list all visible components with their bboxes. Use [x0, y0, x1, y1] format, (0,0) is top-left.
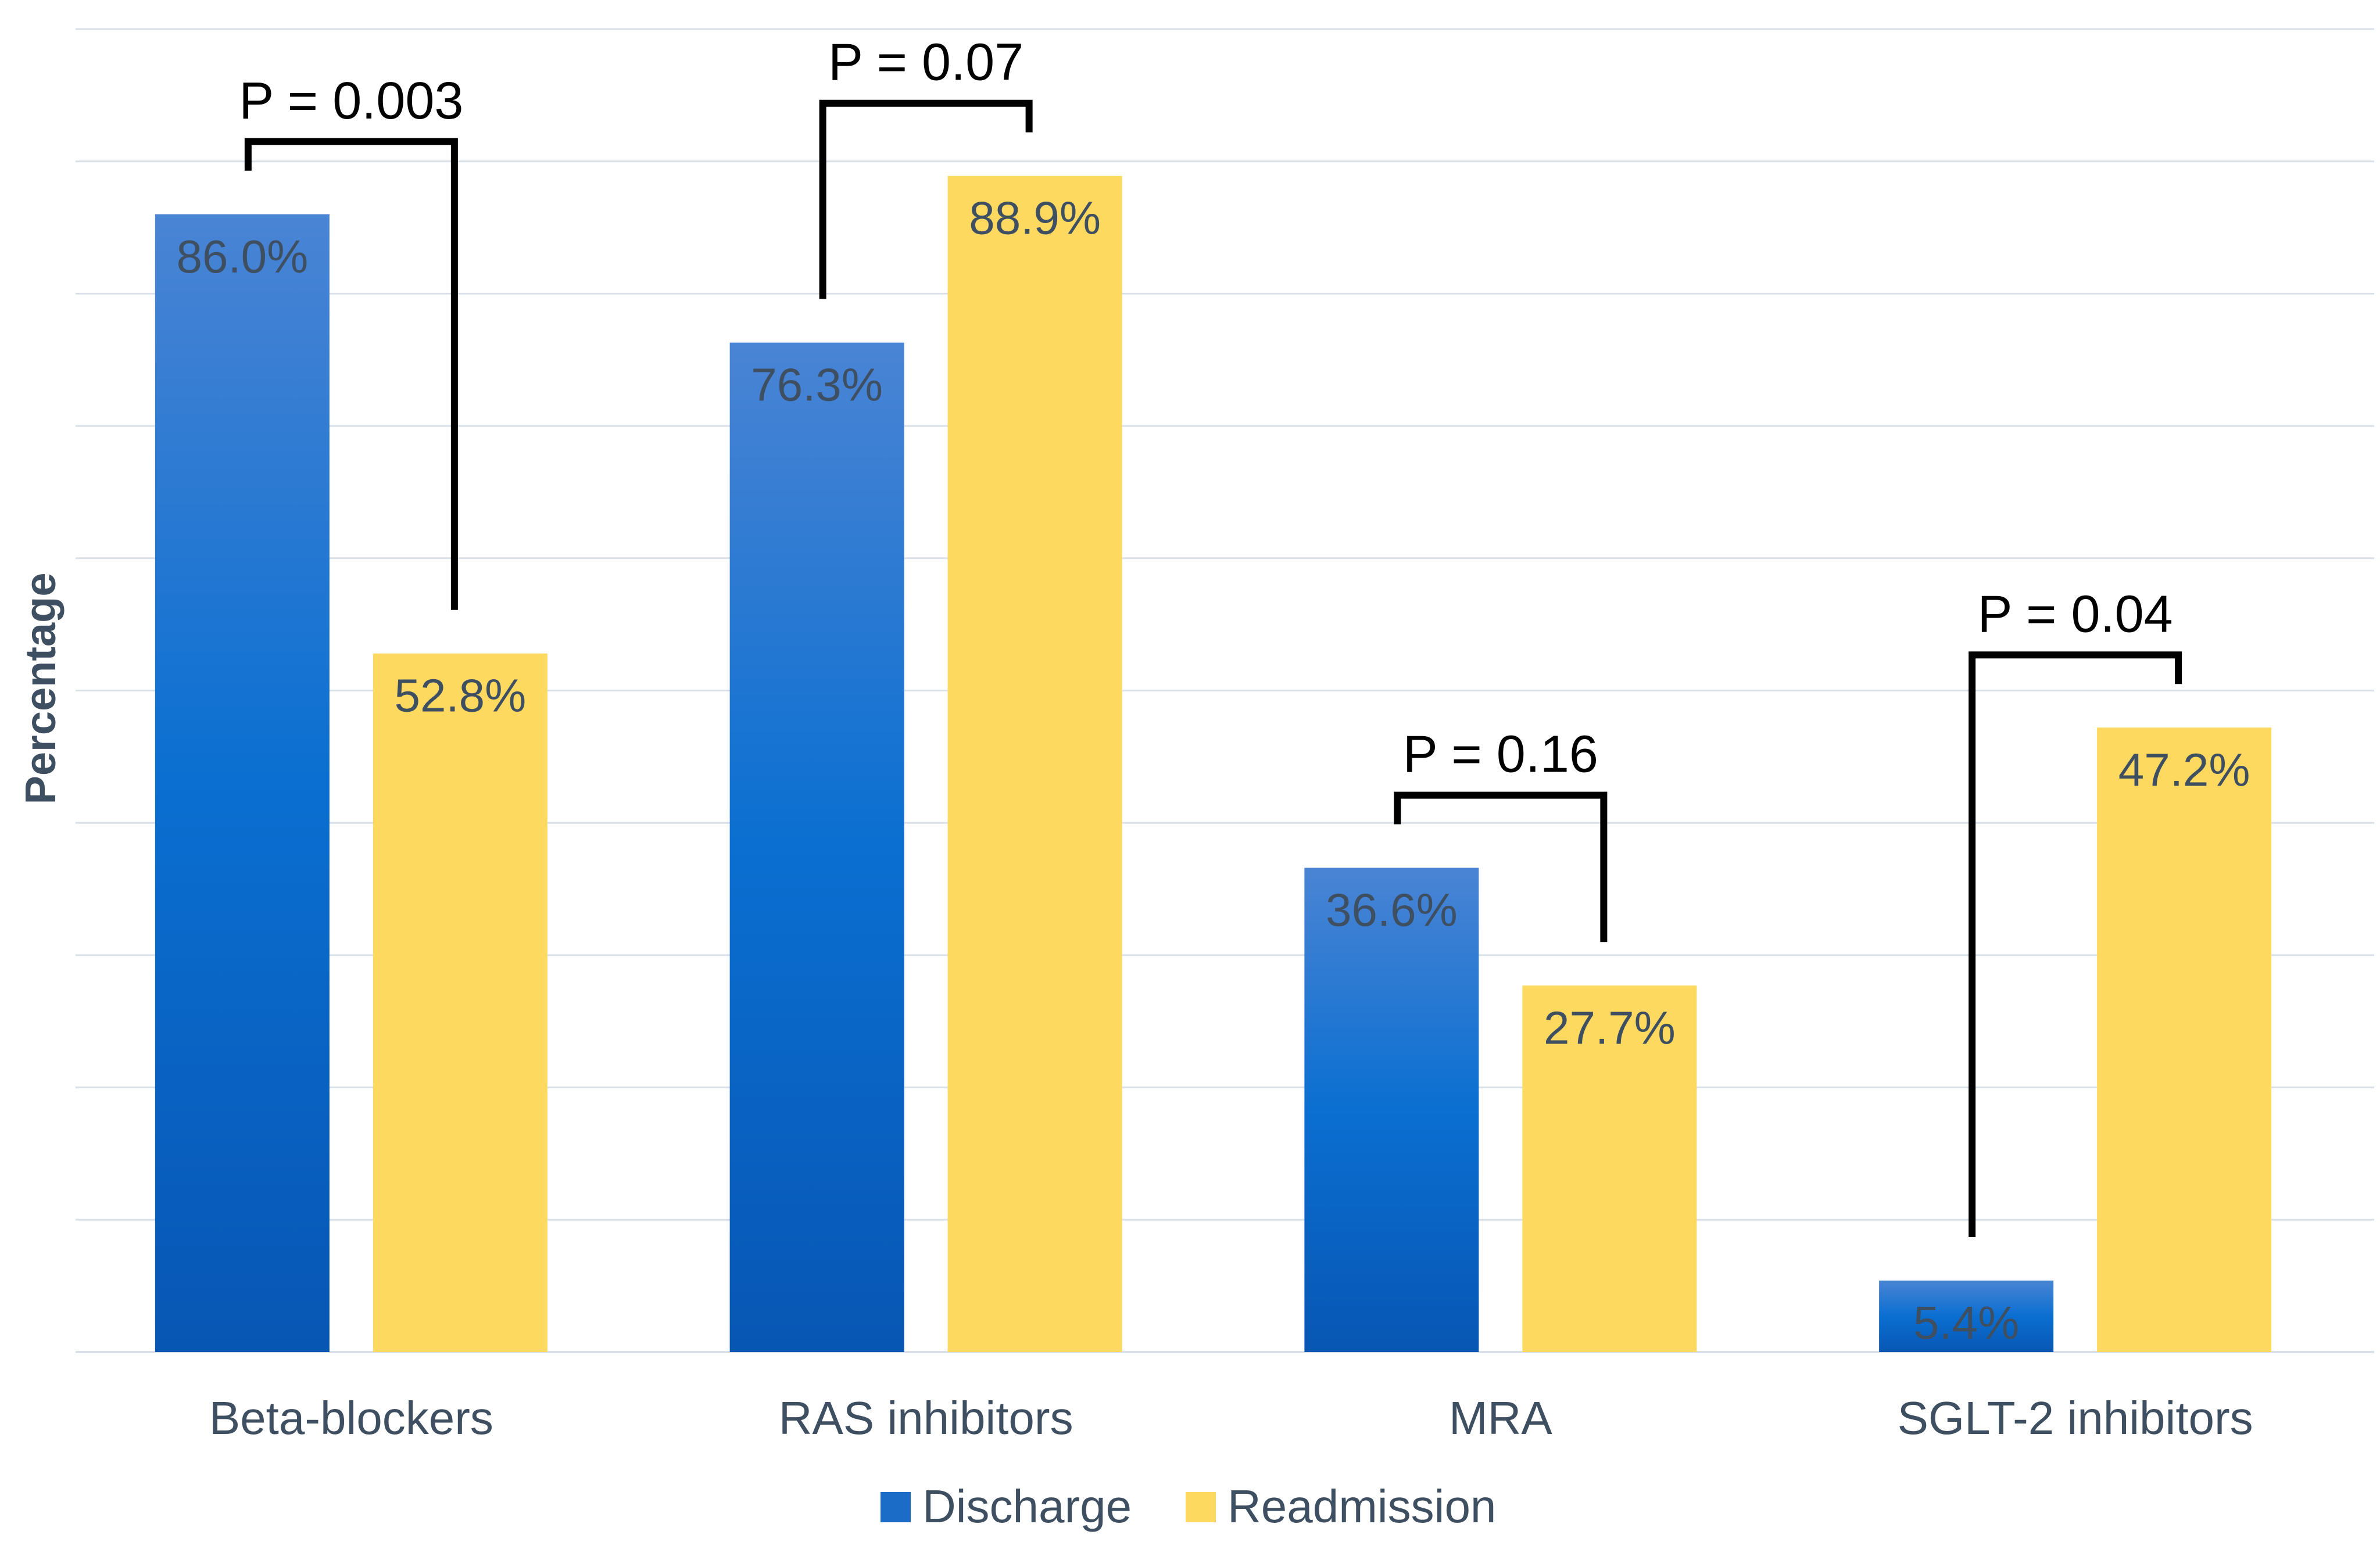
legend-swatch-discharge: [881, 1492, 911, 1522]
bar-discharge-1: [729, 342, 904, 1353]
data-label: 5.4%: [1913, 1297, 2019, 1349]
p-value-label: P = 0.04: [1978, 585, 2173, 643]
data-label: 76.3%: [751, 359, 883, 411]
bar-discharge-3: [1879, 1281, 2054, 1352]
x-tick-label: SGLT-2 inhibitors: [1898, 1392, 2253, 1444]
legend-label: Readmission: [1227, 1480, 1496, 1532]
bar-discharge-2: [1304, 867, 1479, 1352]
legend-label: Discharge: [922, 1480, 1132, 1532]
data-label: 52.8%: [394, 670, 526, 722]
y-axis-label: Percentage: [16, 573, 65, 805]
legend-swatch-readmission: [1186, 1492, 1216, 1522]
data-label: 86.0%: [176, 231, 308, 282]
p-value-label: P = 0.07: [828, 34, 1023, 92]
significance-bracket: [1969, 651, 2182, 1238]
p-value-label: P = 0.16: [1403, 726, 1598, 784]
bar-readmission-3: [2097, 727, 2272, 1352]
bar-readmission-1: [947, 175, 1122, 1352]
bar-readmission-0: [373, 653, 547, 1352]
data-label: 36.6%: [1326, 884, 1458, 936]
data-label: 88.9%: [969, 192, 1101, 244]
significance-bracket: [244, 138, 458, 610]
significance-bracket: [819, 99, 1033, 299]
significance-bracket: [1394, 791, 1608, 942]
x-tick-label: MRA: [1449, 1392, 1552, 1444]
bar-discharge-0: [155, 214, 330, 1352]
data-label: 47.2%: [2118, 744, 2250, 795]
x-tick-label: RAS inhibitors: [779, 1392, 1073, 1444]
x-tick-label: Beta-blockers: [209, 1392, 493, 1444]
bar-readmission-2: [1522, 985, 1697, 1352]
p-value-label: P = 0.003: [239, 72, 463, 130]
data-label: 27.7%: [1544, 1002, 1676, 1053]
